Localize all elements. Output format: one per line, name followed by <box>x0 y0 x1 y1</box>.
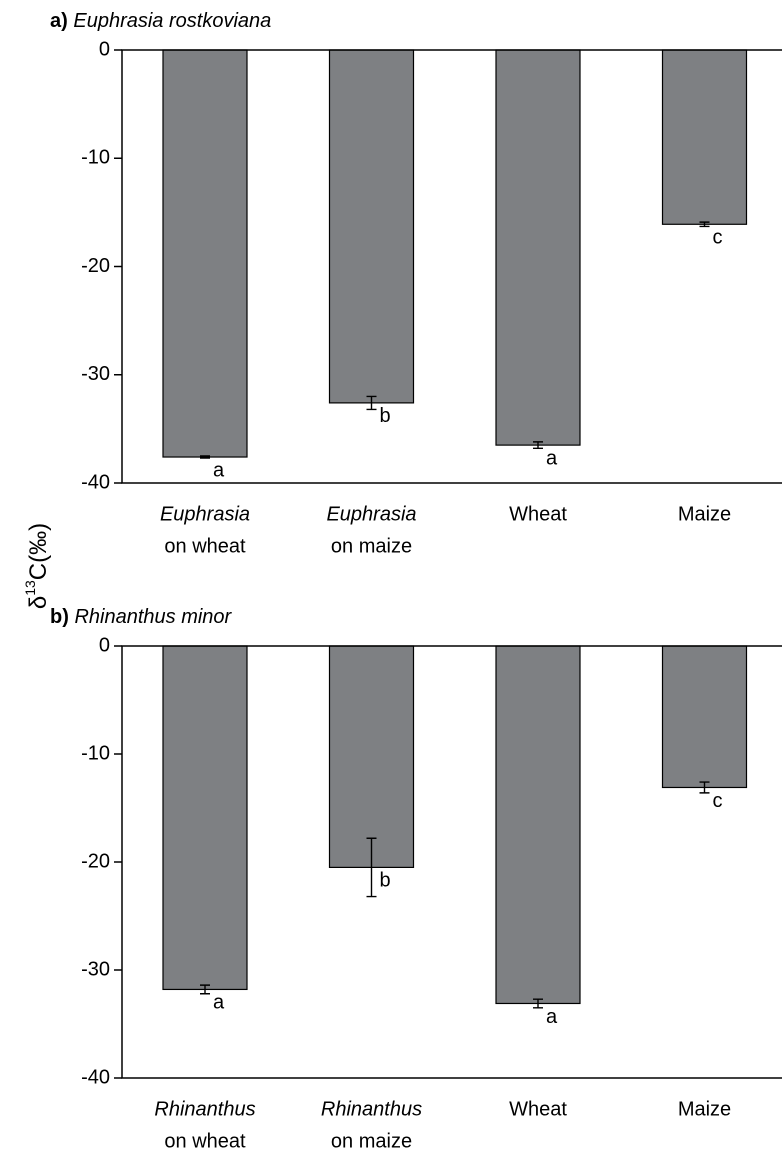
y-label-sup: 13 <box>22 580 38 596</box>
x-tick-label: Maize <box>678 503 731 525</box>
x-tick-label: Euphrasia <box>326 503 416 525</box>
bar <box>328 645 415 868</box>
x-tick-label: Wheat <box>509 503 567 525</box>
x-tick-label: Wheat <box>509 1098 567 1120</box>
x-tick-label: Rhinanthus <box>154 1098 255 1120</box>
significance-letter: b <box>380 870 391 892</box>
y-tick-label: 0 <box>99 634 110 656</box>
y-tick-label: -30 <box>81 958 110 980</box>
significance-letter: c <box>713 227 723 249</box>
panel-label: a) <box>50 10 68 32</box>
error-bar <box>533 998 543 1009</box>
bar <box>661 645 748 789</box>
bar <box>661 49 748 225</box>
bar <box>495 645 581 1005</box>
y-tick-label: -20 <box>81 255 110 277</box>
y-tick-label: -40 <box>81 1066 110 1088</box>
x-tick-label: Euphrasia <box>160 503 250 525</box>
x-tick-label: on maize <box>331 535 412 557</box>
significance-letter: a <box>546 447 558 469</box>
y-tick-label: -30 <box>81 363 110 385</box>
y-tick-label: -10 <box>81 147 110 169</box>
error-bar <box>366 837 377 898</box>
bar <box>328 49 415 404</box>
panel-title: a) Euphrasia rostkoviana <box>50 10 271 32</box>
significance-letter: b <box>380 405 391 427</box>
y-axis-label: δ13C(‰) <box>22 523 53 609</box>
error-bar <box>699 781 710 794</box>
error-bar <box>699 221 710 228</box>
x-tick-label: on maize <box>331 1130 412 1151</box>
y-tick-label: -20 <box>81 850 110 872</box>
y-tick-label: 0 <box>99 38 110 60</box>
x-tick-label: on wheat <box>164 535 246 557</box>
y-label-base: δ <box>25 596 52 609</box>
significance-letter: a <box>213 459 225 481</box>
bar <box>495 49 581 446</box>
significance-letter: c <box>713 790 723 812</box>
x-tick-label: Maize <box>678 1098 731 1120</box>
panel-title: b) Rhinanthus minor <box>50 606 233 628</box>
axis-frame <box>121 49 782 484</box>
bar <box>162 645 248 991</box>
panel-title-text: Rhinanthus minor <box>74 606 232 628</box>
error-bar <box>533 441 543 450</box>
significance-letter: a <box>546 1006 558 1028</box>
error-bar <box>200 984 210 995</box>
x-tick-label: Rhinanthus <box>321 1098 422 1120</box>
y-label-rest: C(‰) <box>25 523 52 580</box>
error-bar <box>366 395 377 411</box>
x-tick-label: on wheat <box>164 1130 246 1151</box>
panel-label: b) <box>50 606 69 628</box>
bar <box>162 49 248 458</box>
y-tick-label: -40 <box>81 471 110 493</box>
panel-title-text: Euphrasia rostkoviana <box>73 10 271 32</box>
y-tick-label: -10 <box>81 742 110 764</box>
error-bar <box>200 455 210 459</box>
significance-letter: a <box>213 992 225 1014</box>
axis-frame <box>121 645 782 1079</box>
